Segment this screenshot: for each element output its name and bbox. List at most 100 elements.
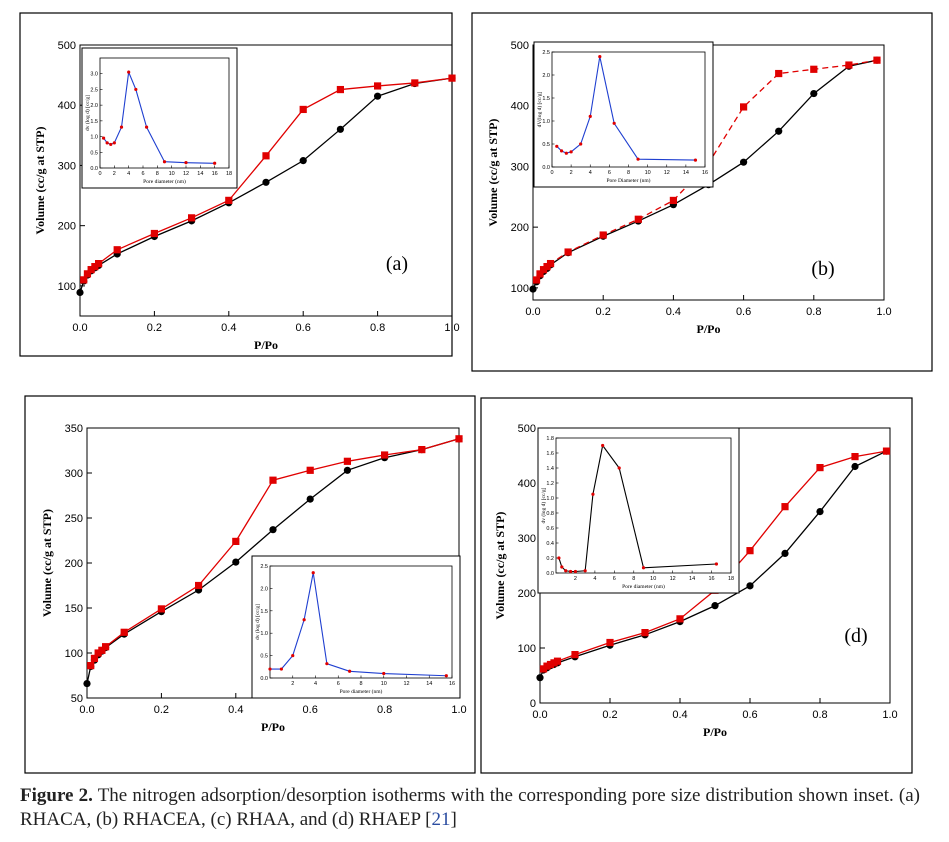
y-axis-title: Volume (cc/g at STP) xyxy=(493,512,507,620)
inset-x-tick-label: 12 xyxy=(664,170,670,176)
inset-x-tick-label: 8 xyxy=(627,170,630,176)
y-tick-label: 400 xyxy=(511,101,529,113)
y-tick-label: 400 xyxy=(518,478,536,490)
inset-psd-point xyxy=(583,569,587,573)
desorption-point xyxy=(91,263,99,271)
inset-x-tick-label: 16 xyxy=(449,681,455,687)
x-tick-label: 1.0 xyxy=(451,704,466,716)
desorption-point xyxy=(157,605,165,613)
inset-psd-point xyxy=(591,492,595,496)
y-tick-label: 100 xyxy=(65,648,83,660)
inset-psd-point xyxy=(557,556,561,560)
inset-psd-point xyxy=(302,618,306,622)
desorption-point xyxy=(882,447,891,455)
panel-c: 0.0 0.2 0.4 0.6 0.8 1.0 50 100 150 200 250 300 350 P/… xyxy=(24,395,476,774)
x-tick-label: 0.4 xyxy=(221,322,236,334)
inset-psd-point xyxy=(693,158,698,162)
desorption-point xyxy=(411,79,419,87)
desorption-point xyxy=(83,270,92,278)
x-tick-label: 1.0 xyxy=(876,306,891,318)
inset-x-tick-label: 14 xyxy=(683,170,689,176)
adsorption-point xyxy=(781,549,789,558)
inset-psd-point xyxy=(564,569,568,573)
inset-x-axis-title: Pore diameter (nm) xyxy=(622,583,665,590)
inset-psd-point xyxy=(601,443,605,448)
inset-x-tick-label: 4 xyxy=(593,576,596,582)
inset-y-tick-label: 2.0 xyxy=(542,73,550,79)
inset-y-axis-title: dv (log d) [cc/g] xyxy=(84,95,91,131)
inset-psd-point xyxy=(444,674,448,678)
desorption-point xyxy=(225,196,233,204)
desorption-point xyxy=(781,503,789,511)
panel-d: 0.0 0.2 0.4 0.6 0.8 1.0 0 100 200 300 400 500 P/Po Vo… xyxy=(480,397,913,774)
desorption-point xyxy=(102,643,110,651)
inset-x-tick-label: 10 xyxy=(381,681,387,687)
inset-y-axis-title: dV(log d) [cc/g] xyxy=(536,91,543,127)
desorption-point xyxy=(336,85,344,94)
inset-x-tick-label: 16 xyxy=(702,170,708,176)
desorption-point xyxy=(87,662,95,670)
adsorption-point xyxy=(306,495,314,503)
inset-y-tick-label: 1.0 xyxy=(260,631,268,637)
y-tick-label: 100 xyxy=(58,281,76,293)
desorption-point xyxy=(746,547,754,555)
inset-x-tick-label: 18 xyxy=(728,576,734,582)
inset-psd-point xyxy=(279,667,283,671)
inset-x-tick-label: 10 xyxy=(650,576,656,582)
y-axis-title: Volume (cc/g at STP) xyxy=(33,127,47,235)
inset-x-tick-label: 12 xyxy=(403,681,409,687)
adsorption-point xyxy=(343,466,351,474)
x-tick-label: 0.0 xyxy=(72,322,87,334)
inset-x-tick-label: 8 xyxy=(359,681,362,687)
caption-reference-link[interactable]: 21 xyxy=(431,809,451,830)
inset-psd-point xyxy=(268,667,272,671)
desorption-point xyxy=(374,82,382,90)
desorption-point xyxy=(845,61,853,69)
inset-x-axis-title: Pore Diameter (nm) xyxy=(607,177,651,184)
x-tick-label: 0.4 xyxy=(672,709,687,721)
inset-y-tick-label: 0.2 xyxy=(546,556,554,562)
inset-y-tick-label: 0.5 xyxy=(260,654,268,660)
adsorption-point xyxy=(76,288,84,297)
x-tick-label: 0.4 xyxy=(666,306,681,318)
inset-x-tick-label: 0 xyxy=(550,170,553,176)
inset-psd-point xyxy=(382,671,386,676)
inset-psd-point xyxy=(105,141,109,145)
y-tick-label: 300 xyxy=(518,533,536,545)
inset-b: 0 2 4 6 8 10 12 14 16 0.0 0.5 1.0 1.5 2.0 2.5 Pore Diam… xyxy=(533,41,714,188)
inset-x-axis-title: Pore diameter (nm) xyxy=(143,178,186,185)
figure-canvas: 0.0 0.2 0.4 0.6 0.8 1.0100200300400500P/PoVol… xyxy=(19,12,933,774)
desorption-point xyxy=(775,69,783,78)
y-axis-title: Volume (cc/g at STP) xyxy=(40,509,54,617)
inset-y-axis-title: dv (log d) [cc/g] xyxy=(254,604,261,640)
x-tick-label: 0.8 xyxy=(806,306,821,318)
inset-y-tick-label: 0.5 xyxy=(542,142,550,148)
y-tick-label: 500 xyxy=(511,40,529,52)
inset-x-tick-label: 18 xyxy=(226,171,232,177)
inset-x-tick-label: 0 xyxy=(98,171,101,177)
adsorption-point xyxy=(746,582,754,590)
desorption-point xyxy=(641,629,649,637)
adsorption-point xyxy=(851,462,859,471)
y-tick-label: 200 xyxy=(511,222,529,234)
inset-psd-point xyxy=(560,565,564,569)
desorption-point xyxy=(676,615,684,623)
inset-x-tick-label: 8 xyxy=(156,171,159,177)
inset-psd-point xyxy=(109,142,113,147)
inset-psd-point xyxy=(101,136,106,140)
x-tick-label: 0.8 xyxy=(377,704,392,716)
inset-psd-point xyxy=(559,149,564,153)
inset-psd-point xyxy=(348,669,352,673)
inset-y-tick-label: 1.5 xyxy=(260,609,268,615)
inset-x-tick-label: 4 xyxy=(589,170,592,176)
adsorption-point xyxy=(810,89,818,98)
inset-psd-point xyxy=(213,161,217,165)
inset-psd-point xyxy=(162,160,167,164)
inset-plot-area xyxy=(555,437,732,574)
panel-frame xyxy=(24,395,476,774)
desorption-point xyxy=(553,657,562,665)
inset-y-tick-label: 1.5 xyxy=(90,119,98,125)
inset-y-tick-label: 1.0 xyxy=(542,119,550,125)
y-tick-label: 200 xyxy=(65,558,83,570)
x-axis-title: P/Po xyxy=(697,322,721,336)
